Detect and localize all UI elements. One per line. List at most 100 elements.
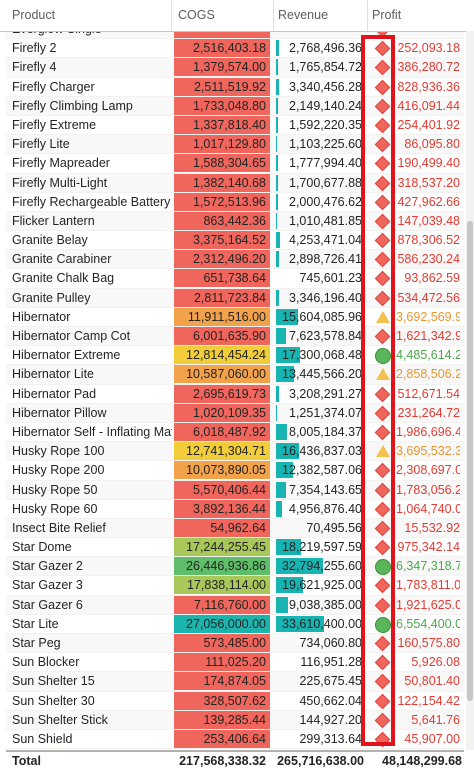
table-row[interactable]: Husky Rope 60 3,892,136.44 4,956,876.40 1,0…	[6, 499, 464, 519]
product-cell: Firefly Extreme	[12, 117, 97, 132]
table-row[interactable]: Firefly Multi-Light 1,382,140.68 1,700,677…	[6, 173, 464, 193]
table-row[interactable]: Husky Rope 50 5,570,406.44 7,354,143.65 1,7…	[6, 480, 464, 500]
column-divider[interactable]	[171, 0, 172, 31]
revenue-cell: 3,208,291.27	[276, 385, 364, 403]
table-row[interactable]: Husky Rope 100 12,741,304.71 16,436,837.03…	[6, 442, 464, 462]
table-row[interactable]: Granite Chalk Bag 651,738.64 745,601.23 93,…	[6, 269, 464, 289]
revenue-cell: 4,253,471.04	[276, 231, 364, 249]
product-cell: Sun Shield	[12, 731, 73, 746]
revenue-value: 1,700,677.88	[289, 175, 362, 190]
table-row[interactable]: Sun Shelter 30 328,507.62 450,662.04 122,15…	[6, 691, 464, 711]
kpi-cell	[371, 442, 395, 460]
table-row[interactable]: Everglow Single	[6, 31, 464, 40]
product-cell: Hibernator Pad	[12, 386, 97, 401]
table-row[interactable]: Hibernator Pillow 1,020,109.35 1,251,374.0…	[6, 403, 464, 423]
revenue-bar	[276, 232, 280, 249]
table-row[interactable]: Firefly Rechargeable Battery 1,572,513.96…	[6, 192, 464, 212]
revenue-cell: 1,700,677.88	[276, 174, 364, 192]
revenue-value: 1,010,481.85	[289, 213, 362, 228]
table-row[interactable]: Sun Shelter 15 174,874.05 225,675.45 50,801…	[6, 672, 464, 692]
table-row[interactable]: Hibernator Self - Inflating Mat 6,018,487…	[6, 422, 464, 443]
table-row[interactable]: Hibernator 11,911,516.00 15,604,085.96 3,69…	[6, 307, 464, 327]
column-divider[interactable]	[273, 0, 274, 31]
table-row[interactable]: Star Gazer 2 26,446,936.86 32,794,255.60 6,…	[6, 557, 464, 577]
table-row[interactable]: Star Gazer 6 7,116,760.00 9,038,385.00 1,92…	[6, 595, 464, 615]
table-row[interactable]: Insect Bite Relief 54,962.64 70,495.56 15,5…	[6, 518, 464, 539]
table-row[interactable]: Star Gazer 3 17,838,114.00 19,621,925.00 1,…	[6, 576, 464, 596]
profit-cell: 2,308,697.01	[396, 463, 460, 478]
product-cell: Firefly Mapreader	[12, 156, 110, 171]
profit-cell: 45,907.00	[404, 731, 460, 746]
profit-cell: 534,472.56	[397, 290, 460, 305]
total-row: Total 217,568,338.32 265,716,638.00 48,1…	[6, 750, 464, 771]
product-cell: Hibernator	[12, 309, 71, 324]
table-row[interactable]: Sun Shelter Stick 139,285.44 144,927.20 5,6…	[6, 710, 464, 730]
revenue-value: 33,610,400.00	[282, 616, 362, 631]
cogs-cell: 1,017,129.80	[174, 135, 270, 154]
revenue-bar	[276, 308, 298, 325]
profit-cell: 975,342.14	[397, 540, 460, 555]
table-row[interactable]: Hibernator Pad 2,695,619.73 3,208,291.27 51…	[6, 384, 464, 404]
table-row[interactable]: Firefly 4 1,379,574.00 1,765,854.72 386,280…	[6, 58, 464, 78]
table-row[interactable]: Star Lite 27,056,000.00 33,610,400.00 6,554…	[6, 614, 464, 634]
product-cell: Firefly Rechargeable Battery	[12, 194, 171, 209]
profit-cell: 4,485,614.24	[396, 348, 460, 363]
revenue-cell: 4,956,876.40	[276, 500, 364, 518]
table-row[interactable]: Husky Rope 200 10,073,890.05 12,382,587.06…	[6, 461, 464, 481]
revenue-value: 225,675.45	[299, 674, 362, 689]
scrollbar-thumb[interactable]	[467, 221, 473, 701]
revenue-cell: 144,927.20	[276, 711, 364, 729]
table-row[interactable]: Firefly Charger 2,511,519.92 3,340,456.28 8…	[6, 77, 464, 97]
revenue-cell: 12,382,587.06	[276, 461, 364, 479]
cogs-cell: 573,485.00	[174, 634, 270, 652]
revenue-value: 299,313.64	[299, 731, 362, 746]
product-cell: Firefly 4	[12, 60, 57, 75]
table-row[interactable]: Firefly 2 2,516,403.18 2,768,496.36 252,093…	[6, 39, 464, 59]
product-cell: Firefly 2	[12, 41, 57, 56]
table-row[interactable]: Star Peg 573,485.00 734,060.80 160,575.80	[6, 634, 464, 654]
cogs-cell: 863,442.36	[174, 211, 270, 230]
kpi-cell	[371, 346, 395, 365]
revenue-cell: 116,951.28	[276, 653, 364, 671]
table-row[interactable]: Firefly Extreme 1,337,818.40 1,592,220.35 2…	[6, 115, 464, 136]
table-body[interactable]: Everglow Single Firefly 2 2,516,403.18 2,76…	[6, 31, 464, 750]
revenue-cell: 1,103,225.60	[276, 135, 364, 153]
revenue-cell: 225,675.45	[276, 672, 364, 690]
product-cell: Star Lite	[12, 616, 59, 631]
cogs-cell: 3,892,136.44	[174, 499, 270, 518]
table-row[interactable]: Star Dome 17,244,255.45 18,219,597.59 975,3…	[6, 538, 464, 558]
table-row[interactable]: Granite Carabiner 2,312,496.20 2,898,726.4…	[6, 250, 464, 270]
table-row[interactable]: Granite Belay 3,375,164.52 4,253,471.04 878…	[6, 231, 464, 251]
table-row[interactable]: Hibernator Camp Cot 6,001,635.90 7,623,578…	[6, 327, 464, 347]
table-row[interactable]: Sun Shield 253,406.64 299,313.64 45,907.00	[6, 729, 464, 750]
cogs-cell: 17,244,255.45	[174, 538, 270, 557]
cogs-cell: 10,073,890.05	[174, 461, 270, 480]
table-row[interactable]: Hibernator Extreme 12,814,454.24 17,300,06…	[6, 346, 464, 366]
header-profit[interactable]: Profit	[372, 8, 402, 22]
vertical-scrollbar[interactable]	[466, 31, 474, 750]
product-cell: Granite Pulley	[12, 290, 91, 305]
header-product[interactable]: Product	[12, 8, 56, 22]
header-cogs[interactable]: COGS	[178, 8, 215, 22]
cogs-cell: 2,511,519.92	[174, 77, 270, 96]
table-row[interactable]: Firefly Lite 1,017,129.80 1,103,225.60 86,0…	[6, 135, 464, 155]
column-divider[interactable]	[367, 0, 368, 31]
table-row[interactable]: Granite Pulley 2,811,723.84 3,346,196.40 53…	[6, 288, 464, 308]
revenue-bar	[276, 404, 277, 421]
revenue-value: 4,253,471.04	[289, 233, 362, 248]
table-row[interactable]: Hibernator Lite 10,587,060.00 13,445,566.2…	[6, 365, 464, 385]
revenue-bar	[276, 596, 288, 613]
profit-cell: 93,862.59	[404, 271, 460, 286]
profit-cell: 427,962.66	[397, 194, 460, 209]
table-row[interactable]: Firefly Climbing Lamp 1,733,048.80 2,149,1…	[6, 96, 464, 116]
revenue-bar	[276, 193, 278, 210]
header-revenue[interactable]: Revenue	[278, 8, 329, 22]
table-row[interactable]: Flicker Lantern 863,442.36 1,010,481.85 147…	[6, 211, 464, 232]
table-row[interactable]: Firefly Mapreader 1,588,304.65 1,777,994.4…	[6, 154, 464, 174]
revenue-bar	[276, 443, 299, 460]
revenue-value: 144,927.20	[299, 712, 362, 727]
table-row[interactable]: Sun Blocker 111,025.20 116,951.28 5,926.08	[6, 653, 464, 673]
revenue-value: 7,623,578.84	[289, 329, 362, 343]
product-cell: Star Gazer 6	[12, 597, 83, 612]
total-label: Total	[12, 754, 41, 768]
